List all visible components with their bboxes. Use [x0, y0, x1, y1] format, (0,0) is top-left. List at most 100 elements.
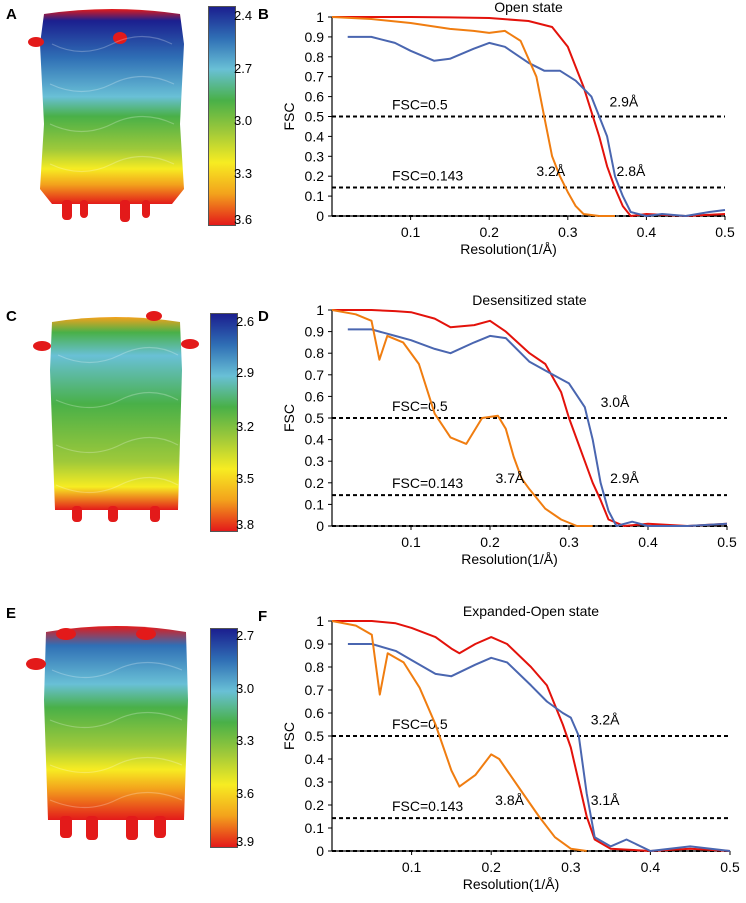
chart-title: Expanded-Open state — [463, 603, 599, 619]
chart-svg: Open state FSC=0.5 FSC=0.143 0 0.1 0.2 0.3 0.4 0… — [281, 0, 735, 257]
density-map-open — [22, 4, 202, 226]
x-tick-label: 0.5 — [715, 224, 735, 240]
x-tick-label: 0.2 — [480, 534, 500, 550]
y-tick-label: 0.6 — [305, 388, 325, 404]
y-axis-label: FSC — [281, 404, 297, 432]
chart-svg: Desensitized state FSC=0.5 FSC=0.143 0 0.1 0.… — [281, 292, 737, 567]
colorbar-tick: 2.4 — [234, 8, 253, 23]
y-tick-label: 0.2 — [305, 475, 325, 491]
chart-svg: Expanded-Open state FSC=0.5 FSC=0.143 0 0.1 0… — [281, 603, 740, 892]
x-tick-label: 0.4 — [637, 224, 657, 240]
resolution-annotation: 3.8Å — [495, 792, 524, 808]
colorbar-tick: 3.0 — [234, 113, 253, 128]
y-axis-label: FSC — [281, 103, 297, 131]
y-tick-label: 0.1 — [305, 496, 325, 512]
panel-letter-a: A — [6, 6, 17, 23]
colorbar-tick: 2.9 — [236, 365, 255, 380]
series-line-blue — [347, 643, 731, 852]
x-tick-label: 0.1 — [402, 859, 422, 875]
y-tick-label: 0 — [316, 518, 324, 534]
reference-line-label: FSC=0.5 — [392, 716, 448, 732]
x-tick-label: 0.1 — [401, 224, 421, 240]
series-line-orange — [331, 620, 587, 852]
series-line-red — [332, 620, 731, 852]
y-tick-label: 0.6 — [305, 705, 325, 721]
x-axis-label: Resolution(1/Å) — [460, 241, 557, 257]
y-tick-label: 0.3 — [305, 774, 325, 790]
x-tick-label: 0.3 — [559, 534, 579, 550]
resolution-annotation: 3.2Å — [591, 712, 620, 728]
colorbar-c — [210, 313, 238, 532]
reference-line-label: FSC=0.143 — [392, 798, 463, 814]
y-axis-label: FSC — [281, 722, 297, 750]
colorbar-tick: 2.7 — [236, 628, 255, 643]
reference-line-label: FSC=0.5 — [392, 398, 448, 414]
y-tick-label: 0 — [316, 843, 324, 859]
y-tick-label: 0.7 — [305, 367, 325, 383]
x-tick-label: 0.4 — [638, 534, 658, 550]
y-tick-label: 0.8 — [305, 345, 325, 361]
x-tick-label: 0.2 — [481, 859, 501, 875]
series-line-blue — [347, 328, 728, 527]
y-tick-label: 0.9 — [305, 636, 325, 652]
y-tick-label: 0.2 — [305, 168, 325, 184]
colorbar-e — [210, 628, 238, 848]
panel-letter-f: F — [258, 608, 268, 625]
y-tick-label: 0.1 — [305, 820, 325, 836]
fsc-chart-expanded-open: Expanded-Open state FSC=0.5 FSC=0.143 0 0.1 0… — [270, 603, 740, 898]
reference-line-label: FSC=0.143 — [392, 475, 463, 491]
series-line-red — [332, 16, 726, 217]
reference-line-label: FSC=0.5 — [392, 97, 448, 113]
series-line-blue — [347, 35, 726, 217]
chart-title: Open state — [494, 0, 563, 15]
y-tick-label: 0.5 — [305, 410, 325, 426]
x-tick-label: 0.3 — [558, 224, 578, 240]
y-tick-label: 0.4 — [305, 432, 325, 448]
colorbar-tick: 3.0 — [236, 681, 255, 696]
x-tick-label: 0.1 — [401, 534, 421, 550]
series-line-orange — [331, 309, 593, 527]
y-tick-label: 1 — [316, 613, 324, 629]
y-tick-label: 0.1 — [305, 188, 325, 204]
colorbar-tick: 3.6 — [236, 786, 255, 801]
colorbar-tick: 2.6 — [236, 314, 255, 329]
y-tick-label: 0.4 — [305, 128, 325, 144]
colorbar-tick: 2.7 — [234, 61, 253, 76]
y-tick-label: 1 — [316, 302, 324, 318]
x-tick-label: 0.5 — [717, 534, 737, 550]
density-map-desensitized — [30, 310, 200, 530]
chart-title: Desensitized state — [472, 292, 587, 308]
colorbar-tick: 3.5 — [236, 471, 255, 486]
y-tick-label: 0.4 — [305, 751, 325, 767]
y-tick-label: 0.3 — [305, 148, 325, 164]
resolution-annotation: 3.0Å — [601, 394, 630, 410]
y-tick-label: 0.8 — [305, 49, 325, 65]
y-tick-label: 0.6 — [305, 89, 325, 105]
x-tick-label: 0.4 — [641, 859, 661, 875]
x-axis-label: Resolution(1/Å) — [463, 876, 560, 892]
colorbar-tick: 3.6 — [234, 212, 253, 227]
fsc-chart-open: Open state FSC=0.5 FSC=0.143 0 0.1 0.2 0.3 0.4 0… — [270, 0, 740, 265]
y-tick-label: 0.5 — [305, 728, 325, 744]
colorbar-tick: 3.9 — [236, 834, 255, 849]
panel-letter-e: E — [6, 605, 17, 622]
y-tick-label: 0.2 — [305, 797, 325, 813]
resolution-annotation: 2.9Å — [610, 470, 639, 486]
y-tick-label: 0.9 — [305, 324, 325, 340]
colorbar-tick: 3.3 — [236, 733, 255, 748]
y-tick-label: 1 — [316, 9, 324, 25]
x-axis-label: Resolution(1/Å) — [461, 551, 558, 567]
reference-line-label: FSC=0.143 — [392, 168, 463, 184]
y-tick-label: 0 — [316, 208, 324, 224]
series-line-orange — [331, 16, 615, 217]
resolution-annotation: 2.8Å — [617, 163, 646, 179]
x-tick-label: 0.5 — [720, 859, 740, 875]
y-tick-label: 0.9 — [305, 29, 325, 45]
y-tick-label: 0.7 — [305, 69, 325, 85]
receptor-density-shape — [44, 626, 188, 820]
colorbar-tick: 3.3 — [234, 166, 253, 181]
resolution-annotation: 3.2Å — [536, 163, 565, 179]
resolution-annotation: 2.9Å — [609, 94, 638, 110]
panel-letter-b: B — [258, 6, 269, 23]
y-tick-label: 0.3 — [305, 453, 325, 469]
